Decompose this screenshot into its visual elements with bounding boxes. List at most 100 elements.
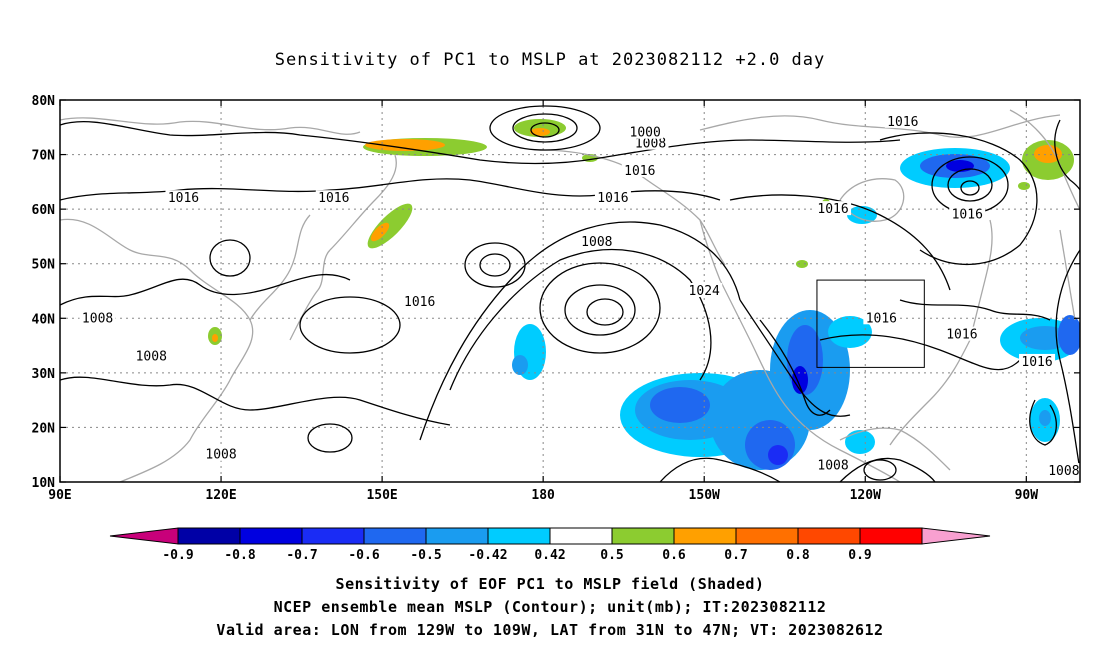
- shade-negative-patch: [845, 430, 875, 454]
- contour-label: 1016: [952, 208, 983, 223]
- coastline-asia: [249, 214, 311, 321]
- shade-negative-patch: [768, 445, 788, 465]
- y-tick-label: 70N: [32, 149, 56, 164]
- colorbar-label: 0.7: [724, 548, 747, 563]
- contour-label: 1016: [817, 202, 848, 217]
- contour-label: 1008: [1048, 464, 1079, 479]
- mslp-contour: [60, 273, 351, 306]
- contour-label: 1008: [136, 349, 167, 364]
- colorbar-label: 0.9: [848, 548, 871, 563]
- contour-label-bg: [863, 310, 900, 325]
- contour-labels: 1016 101610081008100810161008101610081000…: [79, 113, 1100, 479]
- x-axis: 90E 120E 150E 180 150W 120W 90W: [48, 100, 1038, 503]
- contour-label-bg: [949, 206, 986, 221]
- mslp-contour: [899, 299, 1051, 321]
- colorbar-segment: [301, 527, 365, 545]
- contour-label: 1008: [205, 448, 236, 463]
- colorbar-segment: [363, 527, 427, 545]
- coastline-asia: [60, 117, 361, 135]
- contour-label: 1016: [946, 328, 977, 343]
- y-tick-label: 80N: [32, 94, 56, 109]
- mslp-contour: [729, 194, 951, 291]
- shade-positive-patch: [370, 222, 390, 242]
- shade-negative-patch: [828, 316, 872, 348]
- y-axis: 10N 20N 30N 40N 50N 60N 70N 80N: [32, 94, 1080, 491]
- contour-label: 1016: [404, 295, 435, 310]
- contour-label: 1000: [1097, 191, 1100, 206]
- shade-negative-patch: [1058, 315, 1080, 355]
- contour-label-bg: [401, 293, 438, 308]
- colorbar-segment: [611, 527, 675, 545]
- colorbar-label: -0.42: [468, 548, 507, 563]
- contour-label: 1008: [82, 311, 113, 326]
- mslp-contour: [60, 376, 451, 426]
- mslp-contour: [659, 457, 781, 482]
- colorbar-segment: [735, 527, 799, 545]
- contour-label-bg: [1019, 353, 1056, 368]
- mslp-contour: [947, 168, 993, 202]
- colorbar-segment: [239, 527, 303, 545]
- contour-label-bg: [943, 326, 980, 341]
- shade-positive-patch: [212, 334, 218, 342]
- contour-label: 1008: [635, 137, 666, 152]
- x-tick-label: 120E: [205, 488, 236, 503]
- contour-label-bg: [594, 190, 631, 205]
- colorbar-label: 0.8: [786, 548, 810, 563]
- coastlines: [60, 109, 1080, 482]
- mslp-contour: [479, 253, 511, 277]
- contour-label: 1008: [581, 235, 612, 250]
- mslp-contour: [209, 239, 251, 277]
- contour-label-bg: [79, 310, 116, 325]
- mslp-contour: [586, 298, 624, 326]
- shade-positive-patch: [1018, 182, 1030, 190]
- mslp-contour: [307, 423, 353, 453]
- y-tick-label: 50N: [32, 258, 56, 273]
- coastline-gulf: [839, 427, 951, 471]
- contour-label: 1016: [887, 115, 918, 130]
- contour-label: 1000: [630, 126, 661, 141]
- mslp-contour: [449, 249, 712, 391]
- colorbar-under-triangle: [109, 527, 179, 545]
- colorbar-label: -0.6: [348, 548, 379, 563]
- colorbar-label: 0.42: [534, 548, 565, 563]
- y-tick-label: 10N: [32, 476, 56, 491]
- caption-line-2: NCEP ensemble mean MSLP (Contour); unit(…: [273, 598, 827, 616]
- contour-label-bg: [133, 348, 170, 363]
- mslp-contour: [60, 121, 901, 165]
- contour-label-bg: [1083, 114, 1100, 128]
- y-tick-label: 40N: [32, 312, 56, 327]
- mslp-contour: [839, 457, 936, 482]
- contour-label-bg: [815, 457, 852, 472]
- mslp-contour: [539, 262, 661, 354]
- caption-line-1: Sensitivity of EOF PC1 to MSLP field (Sh…: [335, 575, 765, 593]
- x-tick-label: 180: [531, 488, 555, 503]
- contour-label: 1016: [168, 191, 199, 206]
- colorbar: -0.9 -0.8 -0.7 -0.6 -0.5 -0.42 0.42 0.5 0.6 0.7 0.…: [109, 527, 991, 563]
- mslp-contour: [564, 284, 636, 336]
- sensitivity-shading: [208, 119, 1080, 470]
- mslp-contour: [1055, 249, 1080, 471]
- shade-negative-patch: [1039, 410, 1051, 426]
- map-border: [59, 99, 1081, 483]
- mslp-contour: [739, 299, 851, 417]
- colorbar-label: -0.5: [410, 548, 441, 563]
- map-title: Sensitivity of PC1 to MSLP at 2023082112…: [274, 50, 826, 70]
- colorbar-label: -0.8: [224, 548, 255, 563]
- mslp-contour: [512, 113, 578, 143]
- y-tick-label: 20N: [32, 421, 56, 436]
- x-tick-label: 90W: [1015, 488, 1039, 503]
- shade-negative-patch: [512, 355, 528, 375]
- colorbar-label: 0.5: [600, 548, 623, 563]
- mslp-contour: [960, 180, 980, 196]
- contour-label-bg: [1045, 463, 1080, 478]
- mslp-contour: [863, 459, 897, 481]
- contour-label-bg: [315, 190, 352, 205]
- y-tick-label: 60N: [32, 203, 56, 218]
- colorbar-segment: [487, 527, 551, 545]
- contour-label-bg: [815, 201, 852, 216]
- shade-negative-patch: [650, 387, 710, 423]
- y-tick-label: 30N: [32, 367, 56, 382]
- colorbar-over-triangle: [921, 527, 991, 545]
- mslp-contour: [299, 296, 401, 354]
